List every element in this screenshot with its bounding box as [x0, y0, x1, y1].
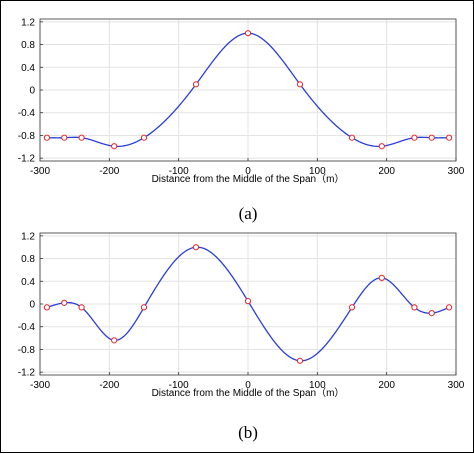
data-point: [348, 134, 356, 141]
y-tick-label: 0: [29, 86, 35, 97]
data-point: [140, 304, 148, 311]
x-tick-label: 0: [245, 166, 251, 177]
y-tick-label: 0.8: [21, 40, 35, 51]
data-point: [78, 134, 85, 141]
x-tick-label: -200: [99, 166, 119, 177]
x-tick-label: -100: [169, 380, 189, 391]
data-point: [111, 143, 118, 150]
x-tick-label: 200: [378, 166, 395, 177]
data-point: [61, 299, 68, 306]
x-tick-label: 0: [245, 380, 251, 391]
data-point: [111, 337, 118, 344]
data-point: [445, 304, 453, 311]
data-point: [411, 134, 418, 141]
x-tick-label: 200: [378, 380, 395, 391]
x-axis-label-b: Distance from the Middle of the Span（m）: [152, 387, 345, 399]
y-tick-label: 0: [29, 300, 35, 311]
ticks-b: -300 -200 -100 0 100 200 300 1.2 0.8 0.4 0 -0.4 -0.8…: [18, 231, 465, 391]
data-point: [244, 30, 252, 37]
y-tick-label: -1.2: [18, 154, 36, 165]
panel-a: -300 -200 -100 0 100 200 300 1.2 0.8 0.4 0 -0.4 -0.8…: [18, 17, 465, 223]
panel-b: -300 -200 -100 0 100 200 300 1.2 0.8 0.4 0 -0.4 -0.8…: [18, 231, 465, 442]
data-point: [244, 298, 252, 305]
data-point: [78, 304, 85, 311]
x-tick-label: -300: [30, 380, 50, 391]
data-point: [445, 134, 453, 141]
y-tick-label: -1.2: [18, 368, 36, 379]
y-tick-label: -0.8: [18, 131, 36, 142]
data-point: [140, 134, 148, 141]
markers-a: [43, 30, 453, 150]
y-tick-label: -0.4: [18, 322, 36, 333]
data-point: [428, 309, 435, 317]
x-axis-label-a: Distance from the Middle of the Span（m）: [152, 173, 345, 185]
data-point: [43, 304, 51, 311]
y-tick-label: -0.4: [18, 108, 36, 119]
x-tick-label: 300: [448, 380, 465, 391]
markers-b: [43, 244, 453, 364]
y-tick-label: 0.8: [21, 254, 35, 265]
y-tick-label: -0.8: [18, 345, 36, 356]
data-point: [348, 304, 356, 311]
x-tick-label: 100: [309, 166, 326, 177]
data-point: [61, 134, 68, 141]
x-tick-label: -300: [30, 166, 50, 177]
data-point: [296, 357, 304, 364]
data-point: [378, 274, 385, 281]
panel-label-a: (a): [239, 204, 258, 223]
data-point: [192, 81, 200, 88]
data-point: [428, 134, 435, 141]
ticks-a: -300 -200 -100 0 100 200 300 1.2 0.8 0.4 0 -0.4 -0.8…: [18, 17, 465, 177]
data-point: [296, 81, 304, 88]
x-tick-label: 100: [309, 380, 326, 391]
panel-label-b: (b): [238, 423, 258, 442]
data-point: [192, 244, 200, 251]
y-tick-label: 0.4: [21, 277, 35, 288]
grid-a: [39, 19, 457, 161]
y-tick-label: 0.4: [21, 63, 35, 74]
y-tick-label: 1.2: [21, 17, 35, 28]
data-point: [43, 134, 51, 141]
data-point: [411, 304, 418, 311]
y-tick-label: 1.2: [21, 231, 35, 242]
data-point: [378, 143, 385, 150]
x-tick-label: 300: [448, 166, 465, 177]
x-tick-label: -200: [99, 380, 119, 391]
x-tick-label: -100: [169, 166, 189, 177]
